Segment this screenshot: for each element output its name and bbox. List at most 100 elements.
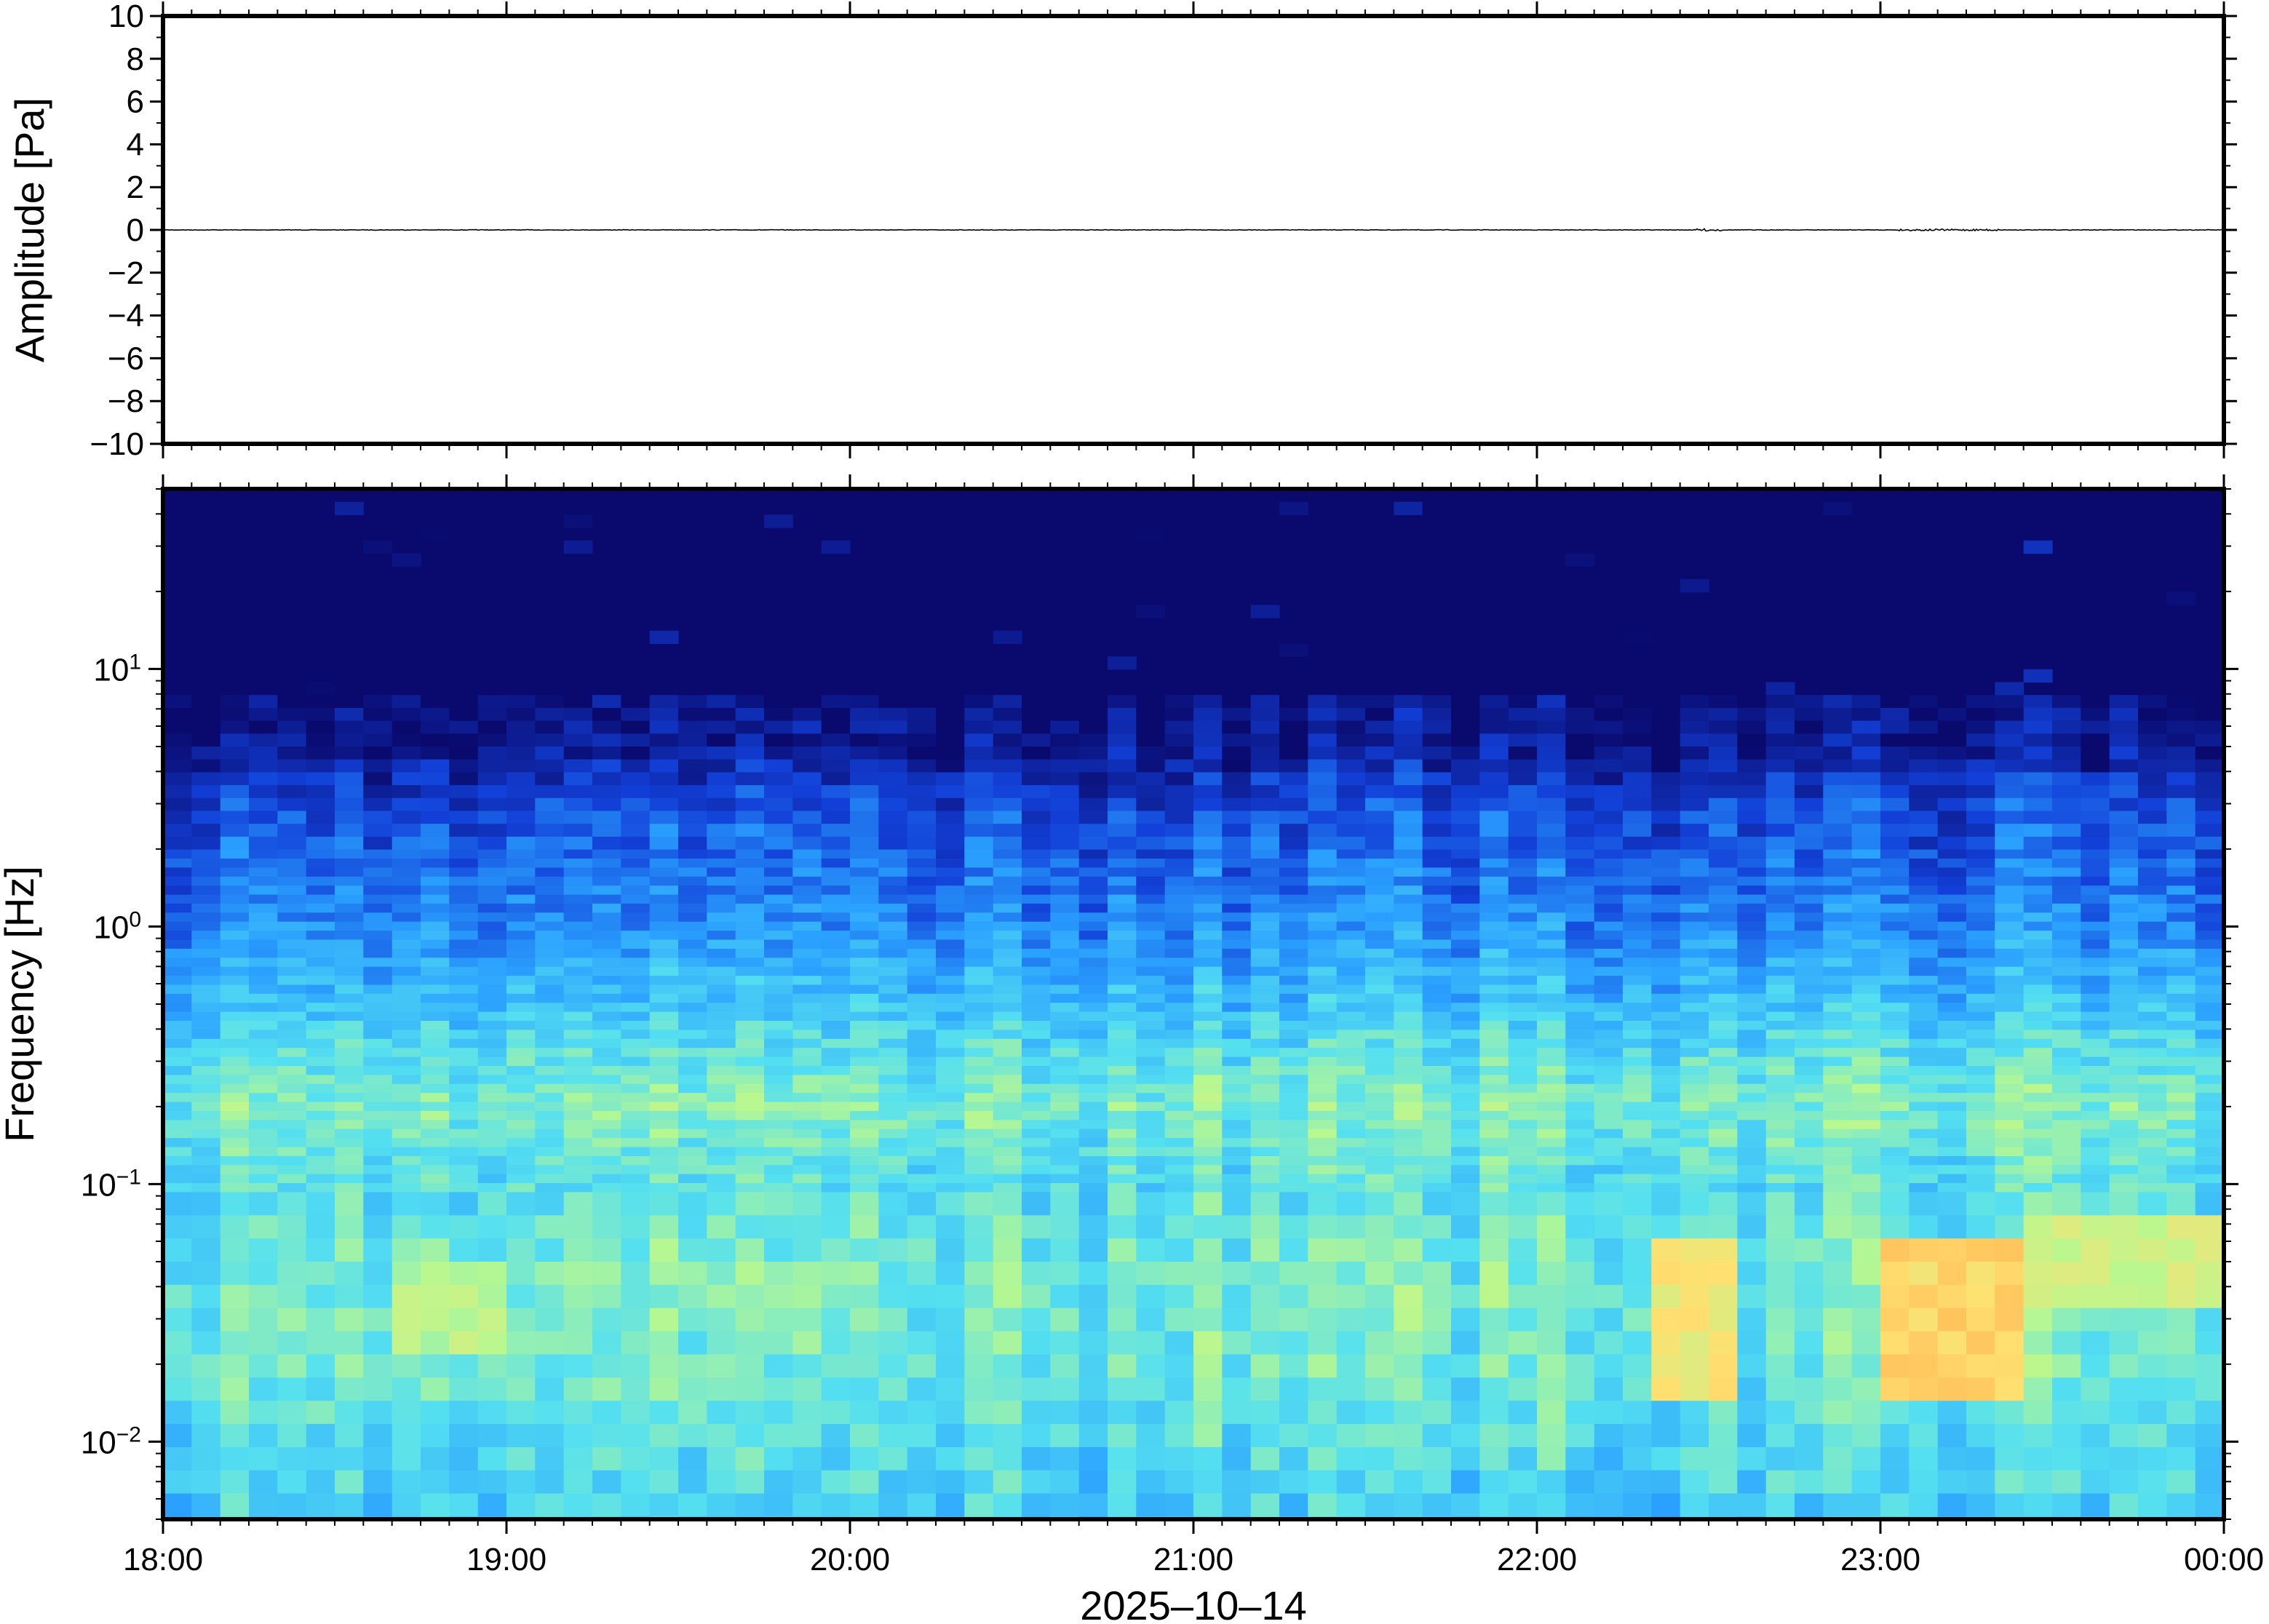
spectrogram-cell [220, 885, 250, 896]
spectrogram-cell [1279, 1262, 1308, 1286]
spectrogram-cell [1995, 1102, 2024, 1112]
spectrogram-cell [1823, 1129, 1853, 1139]
spectrogram-cell [850, 1215, 879, 1239]
spectrogram-cell [477, 1056, 507, 1067]
spectrogram-cell [678, 695, 707, 709]
spectrogram-cell [1594, 1262, 1624, 1286]
spectrogram-cell [1164, 1110, 1194, 1121]
spectrogram-cell [1823, 1424, 1853, 1448]
spectrogram-cell [1451, 1056, 1480, 1067]
spectrogram-cell [1995, 939, 2024, 950]
spectrogram-cell [392, 1155, 421, 1166]
spectrogram-cell [2052, 948, 2081, 958]
spectrogram-cell [2023, 1262, 2053, 1286]
spectrogram-cell [1680, 1147, 1709, 1157]
spectrogram-cell [506, 785, 536, 799]
spectrogram-cell [1995, 1030, 2024, 1040]
spectrogram-cell [2081, 797, 2110, 812]
spectrogram-cell [1680, 1377, 1709, 1401]
spectrogram-cell [907, 921, 937, 931]
spectrogram-cell [392, 1021, 421, 1030]
spectrogram-cell [1737, 1493, 1767, 1518]
spectrogram-cell [649, 976, 679, 986]
spectrogram-cell [1336, 1102, 1366, 1112]
spectrogram-cell [1279, 885, 1308, 896]
spectrogram-cell [821, 1174, 851, 1184]
spectrogram-cell [1966, 912, 1995, 923]
spectrogram-cell [2138, 894, 2167, 904]
spectrogram-cell [1250, 912, 1280, 923]
spectrogram-cell [1565, 1165, 1595, 1175]
spectrogram-cell [1795, 1262, 1824, 1286]
spectrogram-cell [2109, 976, 2139, 986]
spectrogram-cell [1709, 1493, 1738, 1518]
spectrogram-cell [1594, 885, 1624, 896]
spectrogram-cell [563, 1147, 593, 1157]
spectrogram-cell [1795, 785, 1824, 799]
spectrogram-cell [477, 912, 507, 923]
spectrogram-cell [792, 1030, 822, 1040]
spectrogram-cell [735, 1401, 765, 1425]
spectrogram-cell [1680, 1011, 1709, 1022]
spectrogram-cell [1909, 885, 1939, 896]
spectrogram-cell [1765, 695, 1795, 709]
spectrogram-cell [621, 772, 651, 786]
spectrogram-cell [1937, 1307, 1967, 1332]
spectrogram-cell [1365, 1401, 1394, 1425]
spectrogram-cell [1136, 707, 1166, 722]
spectrogram-cell [535, 1331, 565, 1356]
spectrogram-cell [2109, 958, 2139, 968]
spectrogram-cell [1479, 993, 1509, 1003]
spectrogram-cell [249, 772, 278, 786]
spectrogram-cell [1136, 1129, 1166, 1139]
spectrogram-cell [2052, 772, 2081, 786]
spectrogram-cell [277, 1147, 307, 1157]
spectrogram-cell [477, 984, 507, 995]
spectrogram-cell [1937, 785, 1967, 799]
spectrogram-cell [449, 859, 479, 868]
spectrogram-cell [1765, 1192, 1795, 1216]
spectrogram-cell [1193, 747, 1223, 760]
spectrogram-cell [2195, 772, 2225, 786]
spectrogram-cell [2138, 1038, 2167, 1048]
spectrogram-cell [1737, 1102, 1767, 1112]
spectrogram-cell [821, 966, 851, 976]
spectrogram-cell [1222, 1307, 1252, 1332]
spectrogram-cell [1422, 1030, 1452, 1040]
spectrogram-cell [1108, 1093, 1137, 1103]
spectrogram-cell [1308, 1215, 1338, 1239]
spectrogram-cell [2109, 1493, 2139, 1518]
spectrogram-cell [1537, 695, 1566, 709]
spectrogram-cell [592, 836, 621, 851]
spectrogram-cell [1823, 1075, 1853, 1085]
spectrogram-cell [1336, 976, 1366, 986]
spectrogram-cell [421, 528, 450, 541]
spectrogram-cell [421, 948, 450, 958]
spectrogram-cell [449, 984, 479, 995]
spectrogram-cell [907, 859, 937, 868]
spectrogram-cell [1623, 1075, 1652, 1085]
spectrogram-cell [1279, 966, 1308, 976]
spectrogram-cell [306, 1377, 335, 1401]
spectrogram-cell [1823, 824, 1853, 837]
spectrogram-cell [1479, 976, 1509, 986]
spectrogram-cell [1823, 1284, 1853, 1309]
spectrogram-cell [335, 1120, 364, 1130]
spectrogram-cell [1795, 885, 1824, 896]
spectrogram-cell [2081, 958, 2110, 968]
spectrogram-cell [792, 1075, 822, 1085]
spectrogram-cell [1164, 867, 1194, 877]
spectrogram-cell [1222, 876, 1252, 886]
spectrogram-cell [621, 1238, 651, 1262]
spectrogram-cell [678, 811, 707, 824]
spectrogram-cell [850, 747, 879, 760]
amplitude-frame [161, 14, 2226, 446]
spectrogram-cell [1680, 1307, 1709, 1332]
spectrogram-cell [1537, 785, 1566, 799]
spectrogram-cell [335, 707, 364, 722]
spectrogram-cell [1709, 984, 1738, 995]
spectrogram-cell [907, 1183, 937, 1193]
spectrogram-cell [1365, 1075, 1394, 1085]
spectrogram-cell [421, 885, 450, 896]
spectrogram-cell [220, 811, 250, 824]
